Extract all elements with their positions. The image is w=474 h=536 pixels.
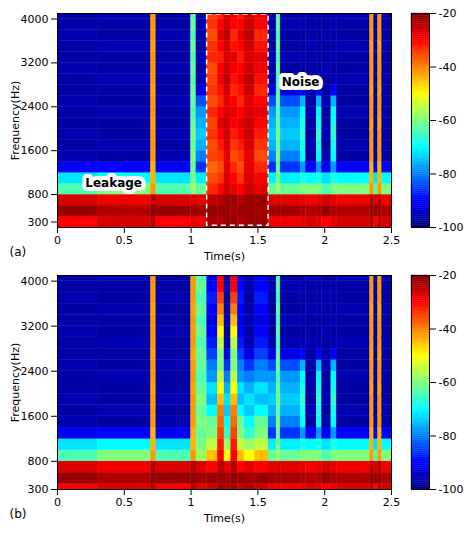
svg-text:Time(s): Time(s): [203, 250, 245, 263]
svg-text:-100: -100: [439, 221, 464, 234]
svg-text:-80: -80: [439, 168, 457, 181]
svg-text:Frequency(Hz): Frequency(Hz): [9, 81, 22, 160]
svg-text:-20: -20: [439, 269, 457, 282]
svg-text:3200: 3200: [21, 320, 49, 333]
svg-text:2400: 2400: [21, 365, 49, 378]
svg-text:800: 800: [28, 188, 49, 201]
svg-text:2: 2: [321, 234, 328, 247]
svg-text:1600: 1600: [21, 410, 49, 423]
svg-text:Noise: Noise: [282, 75, 320, 89]
svg-text:Frequency(Hz): Frequency(Hz): [9, 343, 22, 422]
svg-text:1600: 1600: [21, 144, 49, 157]
svg-text:300: 300: [28, 216, 49, 229]
svg-text:2: 2: [321, 496, 328, 509]
svg-text:Time(s): Time(s): [203, 512, 245, 525]
svg-text:(b): (b): [10, 507, 27, 521]
svg-text:4000: 4000: [21, 275, 49, 288]
svg-text:2400: 2400: [21, 100, 49, 113]
svg-text:1.5: 1.5: [249, 496, 267, 509]
svg-text:2.5: 2.5: [383, 496, 401, 509]
svg-text:-20: -20: [439, 7, 457, 20]
svg-text:0: 0: [54, 234, 61, 247]
svg-text:2.5: 2.5: [383, 234, 401, 247]
svg-text:-40: -40: [439, 61, 457, 74]
svg-text:4000: 4000: [21, 13, 49, 26]
svg-text:Leakage: Leakage: [85, 176, 142, 190]
svg-text:(a): (a): [10, 245, 27, 259]
svg-text:300: 300: [28, 483, 49, 496]
svg-text:3200: 3200: [21, 56, 49, 69]
svg-text:0: 0: [54, 496, 61, 509]
svg-text:0.5: 0.5: [116, 496, 134, 509]
svg-text:1: 1: [188, 496, 195, 509]
svg-text:-80: -80: [439, 430, 457, 443]
svg-text:1.5: 1.5: [249, 234, 267, 247]
svg-text:-60: -60: [439, 114, 457, 127]
svg-text:800: 800: [28, 455, 49, 468]
svg-text:0.5: 0.5: [116, 234, 134, 247]
svg-text:-60: -60: [439, 376, 457, 389]
svg-text:-40: -40: [439, 323, 457, 336]
svg-text:-100: -100: [439, 483, 464, 496]
svg-text:1: 1: [188, 234, 195, 247]
